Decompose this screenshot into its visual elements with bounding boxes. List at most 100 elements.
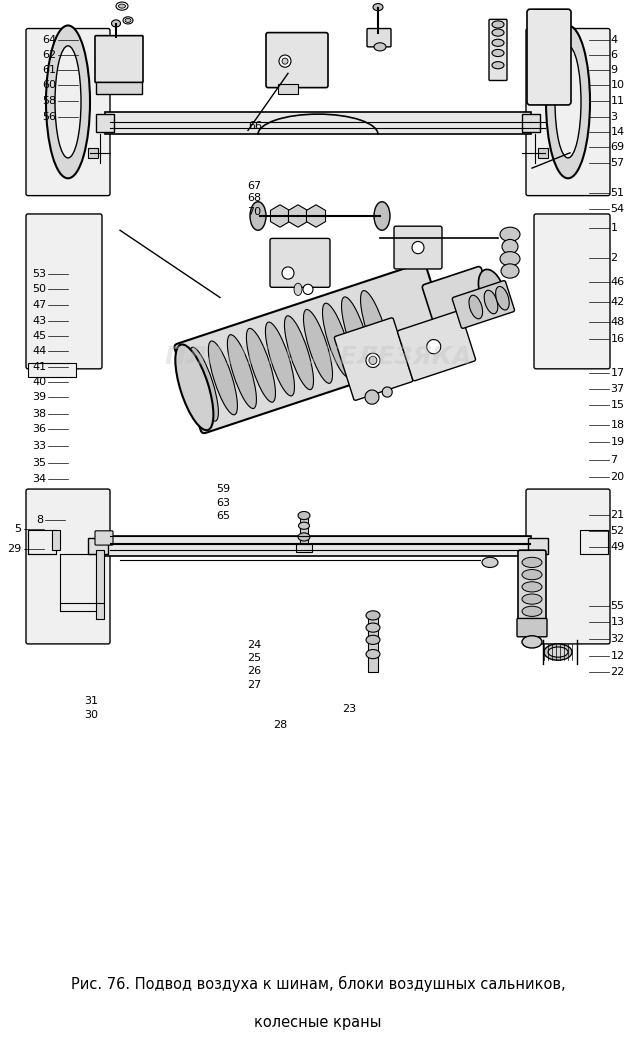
FancyBboxPatch shape — [526, 28, 610, 196]
Text: 70: 70 — [247, 207, 261, 217]
Text: 48: 48 — [611, 316, 625, 327]
Text: 33: 33 — [32, 441, 46, 452]
Text: 66: 66 — [248, 122, 262, 131]
Text: 69: 69 — [611, 143, 625, 152]
Ellipse shape — [246, 328, 275, 402]
Ellipse shape — [366, 623, 380, 632]
Text: колесные краны: колесные краны — [254, 1015, 382, 1031]
Text: 24: 24 — [247, 639, 261, 650]
Bar — [538, 148, 548, 158]
Text: 35: 35 — [32, 458, 46, 467]
FancyBboxPatch shape — [534, 214, 610, 369]
Text: 29: 29 — [8, 543, 22, 554]
Bar — [105, 536, 531, 556]
Text: 16: 16 — [611, 334, 625, 344]
Text: 18: 18 — [611, 421, 625, 430]
Text: 4: 4 — [611, 35, 618, 45]
Text: 38: 38 — [32, 409, 46, 418]
Bar — [88, 148, 98, 158]
Ellipse shape — [279, 55, 291, 68]
Text: 45: 45 — [32, 331, 46, 341]
Ellipse shape — [522, 557, 542, 567]
Text: 47: 47 — [32, 300, 46, 309]
Text: 13: 13 — [611, 616, 625, 627]
Text: 57: 57 — [611, 158, 625, 168]
Ellipse shape — [492, 49, 504, 56]
Ellipse shape — [284, 315, 314, 389]
Text: 17: 17 — [611, 367, 625, 378]
Bar — [296, 544, 312, 552]
Text: 32: 32 — [611, 634, 625, 643]
FancyBboxPatch shape — [26, 489, 110, 644]
Text: 25: 25 — [247, 653, 261, 663]
Text: 14: 14 — [611, 127, 625, 137]
Text: 59: 59 — [216, 484, 230, 494]
Ellipse shape — [502, 239, 518, 254]
Ellipse shape — [365, 390, 379, 404]
Ellipse shape — [492, 40, 504, 47]
Ellipse shape — [294, 283, 302, 296]
Text: 64: 64 — [42, 35, 56, 45]
Ellipse shape — [492, 21, 504, 28]
Text: 28: 28 — [273, 720, 287, 730]
Bar — [52, 530, 60, 551]
Ellipse shape — [492, 61, 504, 69]
Text: 2: 2 — [611, 253, 618, 262]
Ellipse shape — [546, 25, 590, 178]
Text: 67: 67 — [247, 181, 261, 191]
Ellipse shape — [250, 202, 266, 230]
Bar — [300, 517, 308, 547]
Text: 21: 21 — [611, 510, 625, 520]
Ellipse shape — [522, 582, 542, 592]
Text: 23: 23 — [342, 704, 356, 714]
FancyBboxPatch shape — [266, 32, 328, 87]
Text: 9: 9 — [611, 65, 618, 75]
Bar — [278, 83, 298, 94]
Ellipse shape — [209, 341, 237, 414]
FancyBboxPatch shape — [517, 618, 547, 637]
Bar — [96, 81, 142, 94]
Bar — [28, 530, 56, 554]
Ellipse shape — [544, 644, 572, 660]
FancyBboxPatch shape — [26, 28, 110, 196]
Ellipse shape — [522, 636, 542, 648]
Ellipse shape — [366, 650, 380, 659]
FancyBboxPatch shape — [452, 281, 515, 328]
Text: 42: 42 — [611, 297, 625, 307]
Ellipse shape — [190, 348, 218, 422]
Ellipse shape — [303, 284, 313, 295]
Text: 11: 11 — [611, 96, 625, 105]
Ellipse shape — [373, 3, 383, 10]
Text: 27: 27 — [247, 680, 261, 690]
Ellipse shape — [298, 511, 310, 519]
Ellipse shape — [495, 286, 509, 310]
Ellipse shape — [469, 296, 483, 319]
Text: 41: 41 — [32, 362, 46, 372]
FancyBboxPatch shape — [526, 489, 610, 644]
Text: 46: 46 — [611, 277, 625, 286]
Text: 44: 44 — [32, 347, 46, 356]
Bar — [522, 115, 540, 132]
Ellipse shape — [265, 322, 294, 396]
Bar — [96, 115, 114, 132]
Text: 68: 68 — [247, 194, 261, 203]
Ellipse shape — [555, 46, 581, 158]
Text: 30: 30 — [85, 710, 99, 720]
Text: 7: 7 — [611, 455, 618, 464]
Ellipse shape — [484, 290, 498, 313]
Bar — [580, 530, 608, 554]
Text: 34: 34 — [32, 474, 46, 484]
Text: 1: 1 — [611, 223, 618, 233]
Text: 49: 49 — [611, 542, 625, 552]
Text: 60: 60 — [42, 80, 56, 91]
Ellipse shape — [500, 227, 520, 242]
FancyBboxPatch shape — [174, 262, 452, 433]
Ellipse shape — [303, 309, 333, 383]
Text: 63: 63 — [216, 498, 230, 508]
Text: 50: 50 — [32, 284, 46, 295]
Text: 56: 56 — [42, 111, 56, 122]
Text: 19: 19 — [611, 437, 625, 448]
Bar — [88, 538, 108, 554]
Ellipse shape — [361, 290, 390, 364]
Text: 40: 40 — [32, 377, 46, 387]
